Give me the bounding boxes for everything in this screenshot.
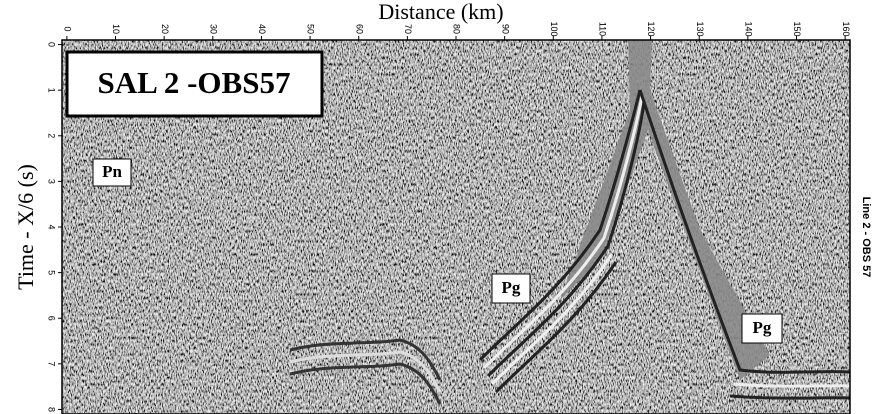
arrivals xyxy=(289,89,850,405)
x-tick-label: 30 xyxy=(208,24,218,34)
side-label: Line 2 - OBS 57 xyxy=(860,197,872,278)
x-tick-label: 140 xyxy=(743,21,753,36)
x-tick-label: 70 xyxy=(403,24,413,34)
x-tick-label: 100 xyxy=(549,21,559,36)
x-tick-label: 50 xyxy=(306,24,316,34)
x-tick-label: 110 xyxy=(598,22,608,36)
section-title: SAL 2 -OBS57 xyxy=(98,65,291,100)
x-tick-label: 120 xyxy=(646,21,656,36)
x-tick-label: 40 xyxy=(257,24,267,34)
x-tick-label: 20 xyxy=(160,24,170,34)
phase-label: Pg xyxy=(502,278,521,297)
y-tick-label: 7 xyxy=(47,361,57,366)
x-tick-label: 160 xyxy=(841,21,851,36)
y-axis-label: Time - X/6 (s) xyxy=(13,164,38,290)
x-tick-label: 90 xyxy=(500,24,510,34)
title-box xyxy=(65,50,324,118)
x-tick-label: 80 xyxy=(452,24,462,34)
x-axis-label: Distance (km) xyxy=(378,0,503,24)
y-tick-label: 4 xyxy=(47,224,57,229)
y-tick-label: 3 xyxy=(47,179,57,184)
x-tick-label: 10 xyxy=(111,24,121,34)
label-box xyxy=(491,273,531,304)
y-tick-label: 0 xyxy=(47,42,57,47)
x-tick-label: 60 xyxy=(354,24,364,34)
y-tick-label: 8 xyxy=(47,407,57,412)
x-tick-label: 150 xyxy=(792,21,802,36)
y-tick-label: 1 xyxy=(47,88,57,93)
x-tick-label: 130 xyxy=(695,21,705,36)
x-tick-label: 0 xyxy=(62,26,72,31)
y-tick-label: 2 xyxy=(47,133,57,138)
y-tick-label: 5 xyxy=(47,270,57,275)
label-box xyxy=(741,313,783,344)
phase-label: Pg xyxy=(753,318,772,337)
y-tick-label: 6 xyxy=(47,316,57,321)
phase-label: Pn xyxy=(102,162,122,181)
label-box xyxy=(92,158,132,187)
